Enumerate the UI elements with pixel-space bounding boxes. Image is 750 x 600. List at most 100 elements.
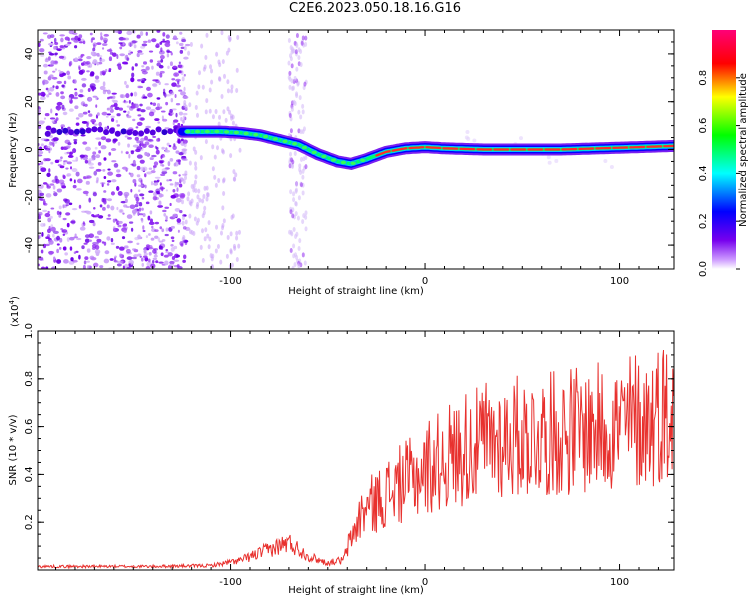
noise-blob (55, 113, 58, 116)
noise-blob (98, 141, 102, 146)
noise-blob (161, 168, 168, 172)
noise-blob (78, 93, 84, 98)
noise-blob (93, 123, 98, 126)
noise-blob (61, 229, 68, 233)
noise-blob (132, 159, 136, 165)
noise-blob (52, 230, 59, 234)
noise-blob (134, 63, 138, 67)
noise-blob (219, 259, 223, 265)
noise-blob (138, 213, 144, 216)
noise-blob (85, 193, 89, 197)
signal-blob (143, 128, 150, 135)
noise-blob (38, 235, 41, 240)
noise-blob (110, 148, 117, 151)
noise-blob (161, 228, 165, 233)
ridge-bead (203, 128, 211, 135)
noise-blob (53, 256, 56, 260)
noise-blob (102, 37, 109, 42)
noise-blob (210, 68, 214, 74)
noise-blob (157, 237, 161, 242)
noise-blob (39, 198, 46, 201)
noise-blob (290, 86, 294, 92)
noise-blob (58, 55, 65, 59)
colorbar: 0.0 0.2 0.4 0.6 0.8 Normalized spectral ampl… (698, 30, 749, 277)
noise-blob (41, 266, 46, 269)
noise-blob (221, 149, 225, 155)
noise-blob (145, 66, 150, 71)
noise-blob (118, 42, 123, 45)
signal-blob (68, 129, 75, 136)
noise-blob (165, 249, 169, 252)
noise-blob (160, 163, 164, 167)
noise-blob (50, 108, 53, 114)
noise-blob (289, 248, 293, 254)
noise-blob (40, 161, 44, 165)
y-tick-label: 0.2 (24, 514, 35, 530)
noise-blob (136, 34, 141, 39)
noise-blob (155, 106, 161, 111)
noise-blob (288, 84, 292, 90)
noise-blob (206, 233, 210, 239)
signal-blob (108, 127, 115, 134)
noise-blob (546, 155, 551, 160)
noise-blob (160, 173, 166, 177)
noise-blob (140, 166, 145, 172)
page-title: C2E6.2023.050.18.16.G16 (288, 1, 462, 16)
noise-blob (152, 165, 157, 168)
noise-blob (108, 152, 112, 156)
noise-blob (180, 91, 186, 96)
noise-blob (199, 244, 203, 250)
noise-blob (101, 43, 108, 47)
noise-blob (188, 160, 192, 166)
noise-blob (112, 228, 118, 232)
noise-blob (101, 47, 105, 50)
noise-blob (88, 166, 95, 169)
noise-blob (152, 135, 157, 138)
noise-blob (136, 242, 140, 245)
noise-blob (298, 167, 302, 173)
noise-blob (304, 35, 308, 41)
noise-blob (155, 71, 160, 76)
noise-blob (112, 138, 118, 142)
noise-blob (149, 59, 154, 63)
noise-blob (160, 47, 163, 53)
noise-blob (156, 97, 161, 100)
noise-blob (95, 137, 102, 140)
noise-blob (126, 105, 131, 108)
noise-blob (59, 211, 62, 215)
noise-blob (45, 158, 51, 162)
noise-blob (289, 128, 293, 134)
noise-blob (81, 83, 87, 88)
noise-blob (136, 201, 139, 205)
noise-blob (195, 90, 199, 96)
noise-blob (182, 95, 189, 99)
spectrogram-y-axis-label: Frequency (Hz) (8, 112, 19, 188)
noise-blob (171, 108, 177, 111)
noise-blob (126, 256, 133, 261)
noise-blob (230, 214, 234, 220)
noise-blob (67, 75, 72, 80)
noise-blob (200, 228, 204, 234)
noise-blob (187, 191, 191, 197)
noise-blob (194, 165, 198, 171)
noise-blob (176, 264, 180, 268)
noise-blob (131, 72, 135, 78)
noise-blob (174, 207, 181, 212)
signal-blob (85, 127, 92, 134)
noise-blob (58, 246, 62, 250)
noise-blob (93, 44, 96, 49)
noise-blob (159, 182, 162, 186)
noise-blob (60, 156, 63, 160)
noise-blob (141, 262, 145, 267)
noise-blob (295, 33, 299, 39)
noise-blob (177, 229, 180, 233)
noise-blob (161, 170, 168, 175)
noise-blob (297, 195, 301, 201)
noise-blob (41, 120, 45, 124)
noise-blob (304, 164, 308, 170)
noise-blob (175, 112, 178, 118)
noise-blob (188, 102, 192, 108)
noise-blob (222, 109, 226, 115)
noise-blob (149, 218, 153, 224)
noise-blob (301, 168, 305, 174)
